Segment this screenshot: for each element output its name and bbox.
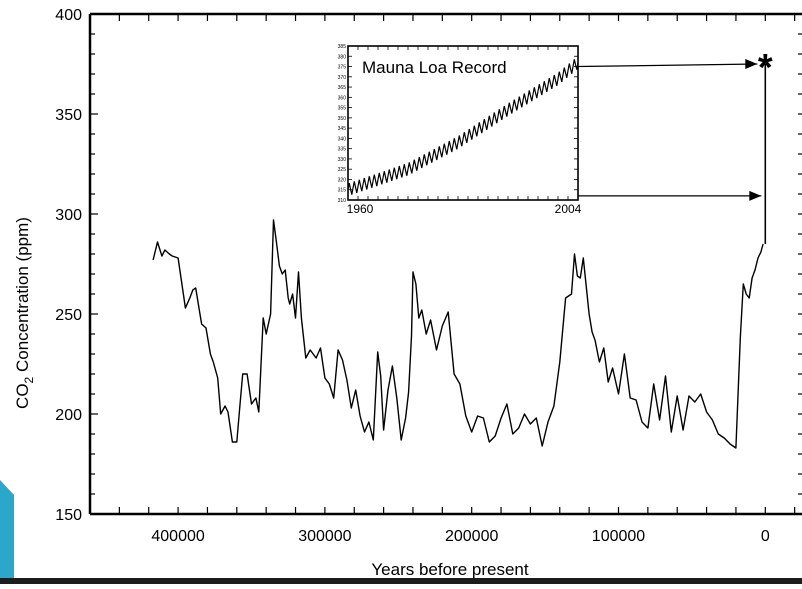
inset-y-tick-label: 340 [338, 136, 347, 142]
inset-y-tick-label: 345 [338, 126, 347, 132]
x-tick-label: 200000 [445, 528, 498, 545]
inset-y-tick-label: 325 [338, 167, 347, 173]
inset-y-tick-label: 320 [338, 177, 347, 183]
ice-core-co2-line [152, 219, 764, 449]
inset-x-tick-label: 1960 [347, 202, 374, 216]
x-axis-title: Years before present [371, 560, 528, 579]
inset-title: Mauna Loa Record [362, 58, 507, 77]
connector-top [577, 63, 758, 68]
y-axis-title: CO2 Concentration (ppm) [13, 217, 36, 409]
x-tick-label: 0 [761, 528, 770, 545]
inset-y-tick-label: 365 [338, 85, 347, 91]
y-tick-label: 200 [55, 407, 82, 424]
x-tick-label: 300000 [298, 528, 351, 545]
corner-accent [0, 480, 14, 578]
x-tick-label: 400000 [151, 528, 204, 545]
inset-x-tick-label: 2004 [555, 202, 582, 216]
bottom-bar [0, 578, 802, 584]
y-tick-label: 350 [55, 107, 82, 124]
y-tick-label: 300 [55, 207, 82, 224]
inset-y-tick-label: 385 [338, 44, 347, 50]
inset-y-tick-label: 330 [338, 157, 347, 163]
inset-chart: 310 315 320 325 330 335 340 345 350 355 360 365 370 3… [338, 44, 582, 216]
y-tick-label: 250 [55, 307, 82, 324]
present-day-marker: * [758, 47, 773, 89]
inset-y-tick-label: 370 [338, 75, 347, 81]
arrowhead-bottom [749, 190, 762, 201]
inset-y-tick-label: 315 [338, 188, 347, 194]
inset-y-tick-label: 335 [338, 147, 347, 153]
y-axis-title-part1: CO [13, 383, 32, 409]
labels: 150 200 250 300 350 400 400000 300000 200000 1000… [55, 7, 770, 545]
inset-y-tick-label: 310 [338, 198, 347, 204]
y-tick-label: 150 [55, 507, 82, 524]
inset-y-tick-label: 360 [338, 95, 347, 101]
y-axis-title-sub: 2 [22, 376, 36, 383]
main-ticks [89, 13, 802, 515]
arrowhead-top [745, 59, 758, 69]
inset-y-tick-label: 375 [338, 65, 347, 71]
main-axes [0, 12, 802, 584]
y-tick-label: 400 [55, 7, 82, 24]
inset-y-tick-label: 355 [338, 106, 347, 112]
inset-frame [347, 45, 579, 201]
y-axis-title-part2: Concentration (ppm) [13, 217, 32, 377]
mauna-loa-line [347, 59, 579, 195]
connectors: * [577, 47, 773, 244]
inset-y-tick-label: 350 [338, 116, 347, 122]
main-series [152, 219, 764, 449]
x-tick-label: 100000 [592, 528, 645, 545]
inset-y-tick-label: 380 [338, 54, 347, 60]
